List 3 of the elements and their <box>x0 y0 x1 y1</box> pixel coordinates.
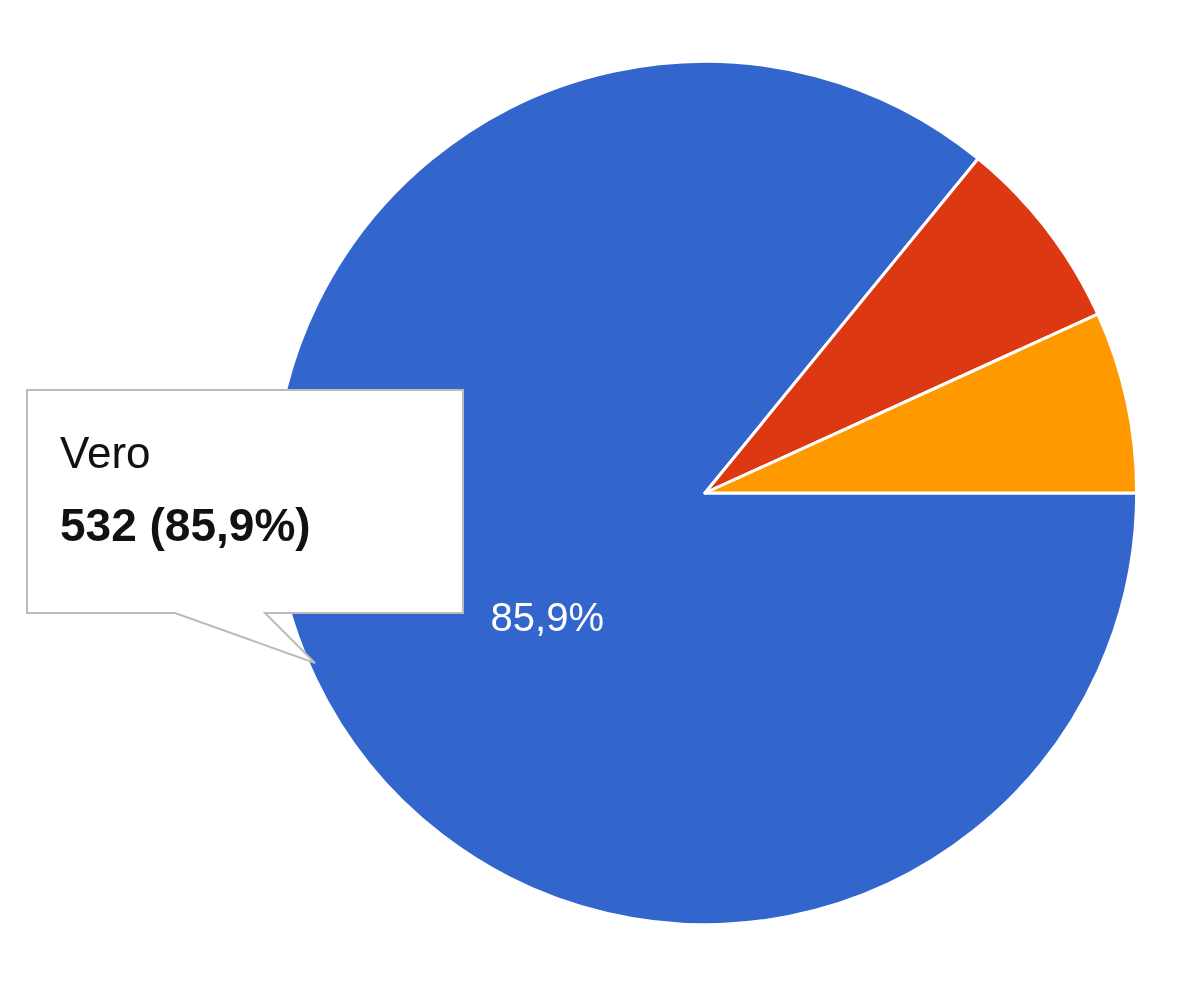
slice-label: Vero <box>60 428 151 478</box>
data-label: 85,9% <box>490 594 605 639</box>
tooltip: Vero 532 (85,9%) <box>25 388 465 666</box>
